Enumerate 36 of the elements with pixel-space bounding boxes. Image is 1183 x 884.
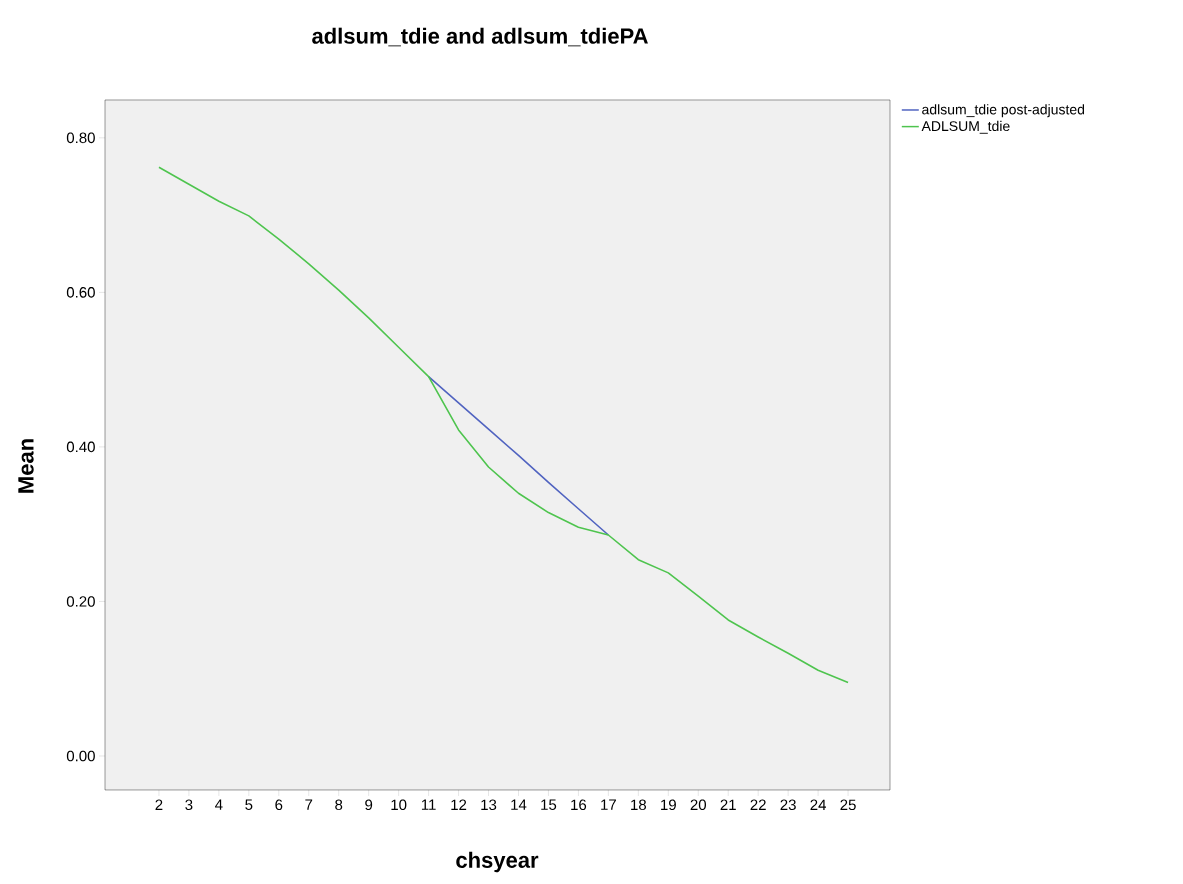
x-tick-label: 3	[185, 799, 193, 811]
x-tick-label: 15	[541, 799, 557, 810]
x-tick-label: 18	[631, 799, 647, 811]
y-tick-label: 0.20	[66, 596, 95, 607]
y-tick-label: 0.80	[66, 132, 95, 144]
x-tick-label: 22	[750, 799, 766, 810]
x-tick-label: 10	[391, 799, 407, 811]
x-tick-label: 21	[720, 799, 736, 810]
legend-label: adlsum_tdie post-adjusted	[922, 104, 1085, 118]
x-tick-label: 16	[571, 799, 587, 811]
x-tick-label: 14	[511, 799, 527, 810]
x-tick-label: 9	[365, 799, 373, 811]
x-tick-label: 5	[245, 799, 253, 810]
chart-title: adlsum_tdie and adlsum_tdiePA	[312, 27, 648, 47]
x-tick-label: 23	[780, 799, 796, 811]
x-tick-label: 4	[215, 799, 223, 810]
x-tick-label: 25	[840, 799, 856, 811]
x-tick-label: 2	[155, 799, 163, 810]
x-tick-label: 13	[481, 799, 497, 811]
x-tick-label: 11	[421, 799, 436, 810]
line-series	[427, 375, 610, 536]
y-tick-label: 0.40	[66, 441, 95, 453]
x-tick-label: 12	[451, 799, 467, 810]
y-tick-label: 0.60	[66, 287, 95, 298]
x-tick-label: 8	[335, 799, 343, 811]
legend-label: ADLSUM_tdie	[921, 120, 1010, 134]
x-tick-label: 7	[305, 799, 313, 810]
x-tick-label: 17	[601, 799, 616, 810]
y-tick-label: 0.00	[66, 750, 95, 762]
line-series	[158, 166, 849, 684]
x-axis-title: chsyear	[456, 851, 539, 873]
x-tick-label: 19	[661, 799, 676, 811]
x-tick-label: 20	[690, 799, 706, 811]
x-tick-label: 6	[275, 799, 283, 811]
x-tick-label: 24	[810, 799, 827, 810]
y-axis-title: Mean	[18, 439, 34, 493]
